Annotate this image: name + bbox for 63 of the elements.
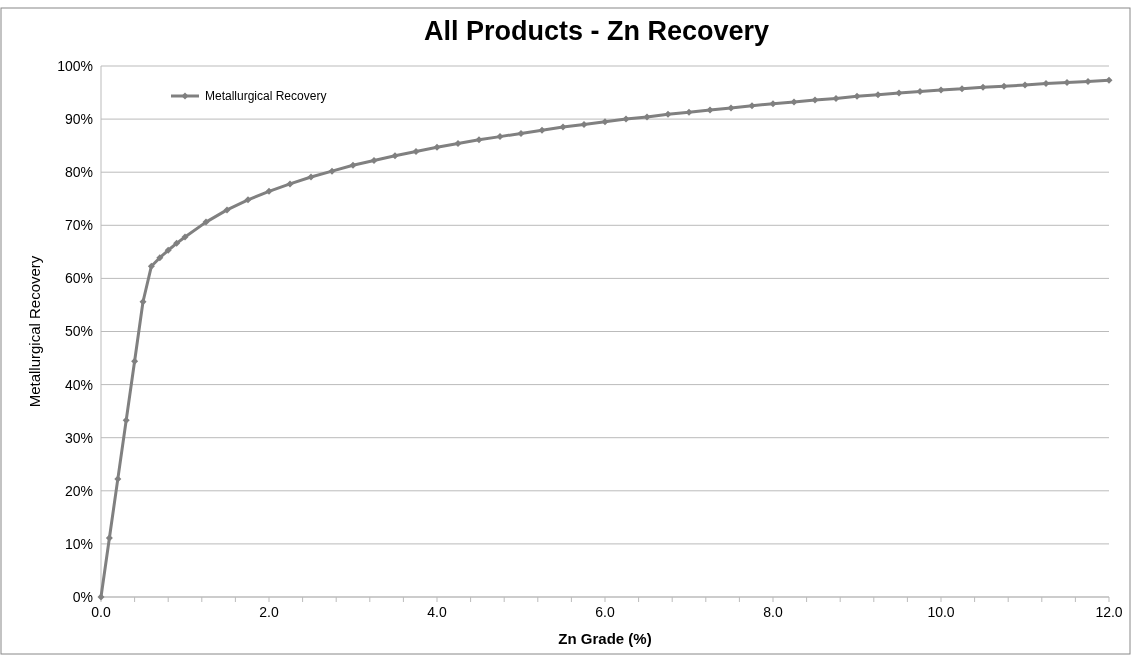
y-tick-label: 20% bbox=[64, 482, 93, 499]
y-tick-label: 90% bbox=[64, 111, 93, 127]
point bbox=[580, 120, 588, 128]
point bbox=[475, 136, 483, 144]
point bbox=[895, 89, 903, 97]
x-axis-title: Zn Grade (%) bbox=[558, 630, 652, 647]
point bbox=[202, 218, 210, 226]
point bbox=[164, 246, 172, 254]
point bbox=[706, 106, 714, 114]
point bbox=[181, 233, 189, 241]
point bbox=[454, 140, 462, 148]
point bbox=[370, 157, 378, 165]
chart-title: All Products - Zn Recovery bbox=[423, 16, 770, 46]
legend-label: Metallurgical Recovery bbox=[205, 89, 327, 104]
point bbox=[790, 98, 798, 106]
point bbox=[1063, 78, 1071, 86]
x-tick-label: 0.0 bbox=[91, 604, 111, 620]
x-tick-label: 8.0 bbox=[763, 604, 783, 620]
point bbox=[622, 115, 630, 123]
point bbox=[244, 196, 252, 204]
point bbox=[147, 262, 155, 270]
point bbox=[916, 87, 924, 95]
y-tick-label: 40% bbox=[64, 376, 93, 393]
x-tick-label: 10.0 bbox=[927, 604, 955, 620]
x-tick-label: 6.0 bbox=[595, 604, 615, 620]
point bbox=[105, 534, 113, 542]
point bbox=[156, 254, 164, 262]
point bbox=[1021, 81, 1029, 89]
y-tick-label: 0% bbox=[72, 588, 93, 605]
point bbox=[286, 180, 294, 188]
point bbox=[412, 147, 420, 155]
point bbox=[433, 143, 441, 151]
point bbox=[328, 167, 336, 175]
point bbox=[1084, 77, 1092, 85]
point bbox=[517, 129, 525, 137]
y-tick-label: 60% bbox=[64, 270, 93, 287]
point bbox=[391, 152, 399, 160]
y-tick-label: 100% bbox=[57, 57, 93, 74]
point bbox=[307, 173, 315, 181]
y-tick-label: 80% bbox=[64, 164, 93, 181]
point bbox=[538, 126, 546, 134]
y-tick-label: 50% bbox=[64, 323, 93, 340]
point bbox=[173, 239, 181, 247]
y-tick-label: 70% bbox=[64, 217, 93, 234]
x-tick-label: 4.0 bbox=[427, 604, 447, 620]
point bbox=[223, 206, 231, 214]
point bbox=[131, 357, 139, 365]
point bbox=[559, 123, 567, 131]
point bbox=[937, 86, 945, 94]
point bbox=[349, 161, 357, 169]
point bbox=[811, 96, 819, 104]
point bbox=[496, 133, 504, 141]
y-axis-title: Metallurgical Recovery bbox=[26, 255, 43, 408]
point bbox=[727, 104, 735, 112]
point bbox=[832, 94, 840, 102]
x-tick-label: 2.0 bbox=[259, 604, 279, 620]
y-tick-label: 30% bbox=[64, 429, 93, 446]
point bbox=[1042, 80, 1050, 88]
x-tick-label: 12.0 bbox=[1095, 604, 1123, 620]
point bbox=[643, 113, 651, 121]
y-tick-label: 10% bbox=[64, 535, 93, 552]
point bbox=[265, 187, 273, 195]
point bbox=[114, 475, 122, 483]
